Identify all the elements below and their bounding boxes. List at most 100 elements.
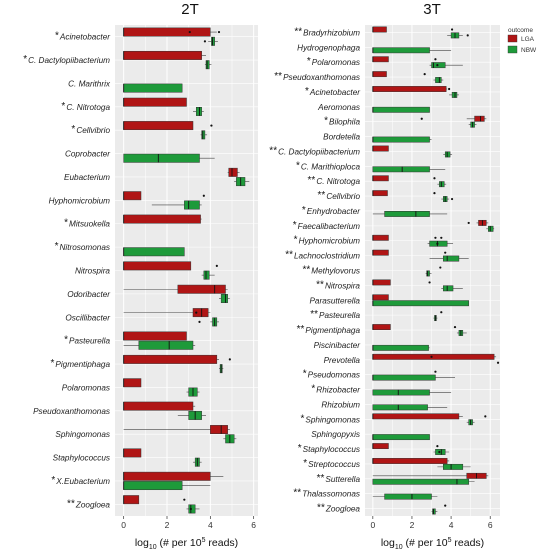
taxon-label: Polaromonas	[62, 383, 110, 392]
taxon-row-pasteurella: Pasteurella*	[64, 331, 196, 350]
lga-box	[372, 443, 389, 450]
nbw-box	[372, 300, 469, 307]
taxon-label: Hydrogenophaga	[297, 43, 360, 52]
taxon-row-sphingomonas: Sphingomonas*	[300, 413, 487, 426]
taxon-label: Hyphomicrobium	[49, 196, 111, 205]
taxon-label: Polaromonas	[312, 58, 360, 67]
taxon-row-marithioploca: C. Marithioploca*	[296, 160, 446, 173]
significance-marker: *	[64, 218, 68, 229]
taxon-row-pasteurella: Pasteurella**	[310, 309, 443, 322]
outlier-point	[434, 370, 437, 373]
taxon-label: C. Dactylopiibacterium	[28, 56, 110, 65]
lga-box	[123, 331, 187, 341]
taxon-row-oscillibacter: Oscillibacter	[65, 308, 219, 327]
significance-marker: *	[303, 458, 307, 469]
taxon-label: Cellvibrio	[326, 192, 360, 201]
taxon-row-thalassomonas: Thalassomonas**	[293, 488, 438, 500]
lga-box	[123, 378, 142, 388]
nbw-box	[201, 130, 206, 140]
taxon-row-enhydrobacter: Enhydrobacter*	[302, 205, 448, 217]
taxon-row-polaromonas: Polaromonas	[62, 378, 200, 397]
taxon-label: Bilophila	[329, 118, 360, 127]
panel-title: 2T	[181, 1, 199, 18]
outlier-point	[438, 450, 441, 454]
legend-swatch-nbw	[507, 45, 518, 54]
taxon-label: Pasteurella	[319, 311, 360, 320]
lga-box	[210, 425, 228, 434]
legend-label-nbw: NBW	[521, 47, 537, 54]
taxon-label: Thalassomonas	[302, 490, 360, 499]
lga-box	[372, 279, 391, 286]
taxon-row-rhizobacter: Rhizobacter*	[311, 384, 452, 396]
taxon-row-eubacterium: X.Eubacterium*	[51, 471, 224, 491]
significance-marker: **	[310, 309, 318, 320]
taxon-label: Rhizobium	[321, 400, 360, 409]
outlier-point	[228, 358, 231, 361]
nbw-box	[372, 344, 429, 351]
taxon-label: Bordetella	[323, 133, 360, 142]
taxon-label: Sphingomonas	[305, 415, 360, 424]
x-tick-label: 4	[208, 520, 213, 530]
taxon-label: Streptococcus	[308, 460, 360, 469]
outlier-point	[183, 498, 186, 501]
significance-marker: **	[318, 190, 326, 201]
significance-marker: *	[300, 413, 304, 424]
taxon-label: C. Nitrotoga	[66, 103, 110, 112]
taxon-row-nitrotoga: C. Nitrotoga*	[61, 97, 204, 116]
taxon-row-zoogloea: Zoogloea**	[67, 495, 200, 514]
taxon-row-polaromonas: Polaromonas*	[307, 56, 463, 69]
outlier-point	[428, 281, 431, 284]
taxon-row-bilophila: Bilophila*	[324, 115, 487, 128]
nbw-box	[426, 270, 430, 277]
nbw-box	[372, 404, 428, 411]
nbw-box	[372, 389, 430, 396]
taxon-label: Pseudoxanthomonas	[283, 73, 360, 82]
nbw-box	[372, 166, 430, 173]
taxon-row-odoribacter: Odoribacter	[67, 284, 230, 303]
taxon-label: Coprobacter	[65, 150, 110, 159]
taxon-row-nitrosomonas: Nitrosomonas*	[55, 241, 185, 257]
taxon-row-faecalibacterium: Faecalibacterium*	[293, 220, 495, 232]
taxon-row-staphylococcus: Staphylococcus*	[298, 443, 450, 455]
taxon-row-prevotella: Prevotella	[324, 353, 500, 365]
taxon-row-aeromonas: Aeromonas	[317, 103, 430, 113]
legend-label-lga: LGA	[521, 36, 535, 43]
lga-box	[123, 214, 201, 224]
lga-box	[372, 175, 389, 182]
taxon-label: Eubacterium	[64, 173, 110, 182]
taxon-row-pigmentiphaga: Pigmentiphaga*	[50, 354, 231, 374]
nbw-box	[372, 434, 430, 441]
significance-marker: *	[305, 86, 309, 97]
lga-box	[474, 115, 485, 122]
nbw-box	[444, 151, 451, 158]
taxon-label: Acinetobacter	[309, 88, 360, 97]
taxon-row-sutterella: Sutterella**	[317, 473, 489, 485]
taxon-row-dactylopiibacterium: C. Dactylopiibacterium*	[23, 50, 212, 70]
significance-marker: **	[316, 279, 324, 290]
x-tick-label: 2	[410, 520, 415, 530]
taxon-label: C. Nitrotoga	[316, 177, 360, 186]
taxon-label: Faecalibacterium	[298, 222, 361, 231]
nbw-box	[443, 255, 460, 262]
taxon-label: Hyphomicrobium	[299, 237, 361, 246]
outlier-point	[189, 507, 192, 511]
outlier-point	[448, 87, 451, 91]
taxon-row-piscinibacter: Piscinibacter	[314, 341, 430, 351]
lga-box	[372, 26, 387, 33]
nbw-box	[384, 493, 432, 500]
nbw-box	[211, 36, 215, 46]
outlier-point	[439, 266, 442, 269]
taxon-row-bordetella: Bordetella	[323, 133, 432, 143]
taxon-row-staphylococcus: Staphylococcus	[53, 448, 202, 467]
nbw-box	[384, 211, 430, 217]
significance-marker: *	[23, 54, 27, 65]
taxon-row-cellvibrio: Cellvibrio*	[71, 121, 213, 140]
legend-swatch-lga	[507, 34, 518, 43]
nbw-box	[432, 508, 436, 515]
outlier-point	[430, 355, 433, 358]
lga-box	[177, 284, 226, 294]
lga-box	[192, 308, 209, 318]
lga-box	[372, 190, 388, 197]
taxon-label: Acinetobacter	[59, 33, 110, 42]
significance-marker: *	[324, 116, 328, 127]
